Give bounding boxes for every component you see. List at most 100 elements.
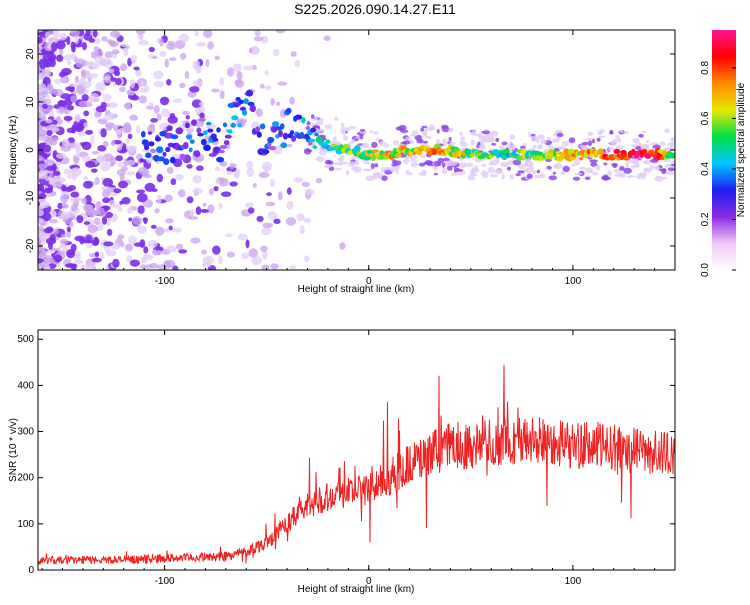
spectrogram-noise-blob (247, 207, 255, 214)
spectrogram-halo-blob (532, 144, 537, 149)
spectrogram-noise-blob (51, 119, 58, 125)
spectrogram-noise-blob (102, 177, 114, 187)
spectrogram-noise-blob (62, 187, 73, 193)
spectrogram-halo-blob (381, 175, 388, 181)
snr-x-label: Height of straight line (km) (298, 584, 415, 595)
spectrogram-noise-blob (241, 252, 249, 260)
spectrogram-noise-blob (82, 155, 91, 163)
spectrogram-halo-blob (644, 167, 648, 172)
spectrogram-noise-blob (173, 158, 183, 168)
spectrogram-halo-blob (403, 158, 410, 165)
spectrogram-noise-blob (86, 244, 93, 249)
spectrogram-halo-blob (478, 144, 486, 150)
spectrogram-halo-blob (540, 139, 547, 145)
spectrogram-ridge-cell (354, 145, 361, 152)
spectrogram-ridge-cell (216, 156, 225, 163)
spectrogram-ridge-cell (242, 109, 248, 116)
spectrogram-halo-blob (418, 172, 426, 176)
spectrogram-ridge-cell (194, 150, 201, 158)
spectrogram-noise-blob (48, 169, 54, 178)
spectrogram-ridge-cell (231, 115, 239, 121)
y-tick-label: 100 (17, 519, 34, 530)
spectrogram-halo-blob (641, 173, 646, 180)
spectrogram-noise-blob (54, 181, 62, 186)
spectrogram-noise-blob (232, 63, 242, 73)
spectrogram-halo-blob (589, 159, 598, 163)
spectrogram-halo-blob (595, 164, 601, 171)
spectrogram-ridge-cell (563, 148, 570, 155)
spectrogram-noise-blob (129, 114, 138, 121)
spectrogram-halo-blob (613, 168, 622, 174)
spectrogram-noise-blob (94, 55, 104, 63)
spectrogram-noise-blob (135, 69, 142, 77)
spectrogram-noise-blob (211, 88, 220, 93)
spectrogram-halo-blob (351, 138, 356, 144)
spectrogram-halo-blob (315, 156, 325, 162)
spectrogram-noise-blob (178, 249, 188, 254)
spectrogram-noise-blob (43, 144, 51, 153)
spectrogram-noise-blob (262, 222, 274, 229)
spectrogram-noise-blob (252, 182, 257, 188)
spectrogram-noise-blob (215, 180, 221, 185)
spectrogram-noise-blob (55, 153, 67, 159)
snr-x-ticks: -100 0 100 (41, 330, 676, 587)
spectrogram-ridge-cell (206, 121, 212, 126)
spectrogram-halo-blob (596, 137, 601, 142)
spectrogram-noise-blob (153, 80, 164, 88)
spectrogram-noise-blob (97, 145, 107, 152)
spectrogram-noise-blob (126, 255, 133, 263)
spectrogram-halo-blob (615, 145, 625, 150)
spectrogram-noise-blob (155, 246, 164, 252)
spectrogram-noise-blob (107, 68, 115, 74)
spectrogram-halo-blob (495, 137, 500, 143)
spectrogram-noise-blob (248, 248, 259, 258)
spectrogram-noise-blob (125, 138, 130, 145)
spectrogram-halo-blob (537, 143, 543, 150)
spectrogram-noise-blob (304, 188, 315, 196)
spectrogram-noise-blob (73, 253, 81, 263)
spectrogram-noise-blob (75, 145, 81, 155)
spectrogram-ridge-cell (163, 158, 170, 166)
spectrogram-halo-blob (305, 125, 311, 131)
spectrogram-noise-blob (38, 225, 44, 231)
spectrogram-noise-blob (120, 166, 128, 172)
spectrogram-y-ticks: -20 -10 0 10 20 (25, 48, 675, 253)
spectrogram-noise-blob (41, 234, 51, 239)
spectrogram-noise-blob (159, 50, 167, 58)
spectrogram-noise-blob (94, 217, 100, 226)
spectrogram-ridge-cell (325, 139, 331, 144)
spectrogram-noise-blob (138, 95, 147, 104)
spectrogram-halo-blob (627, 159, 637, 164)
spectrogram-noise-blob (155, 226, 165, 236)
spectrogram-halo-blob (524, 167, 533, 174)
spectrogram-halo-blob (340, 122, 345, 128)
spectrogram-halo-blob (342, 130, 346, 136)
spectrogram-noise-blob (83, 180, 93, 189)
spectrogram-noise-blob (66, 173, 74, 179)
spectrogram-noise-blob (103, 206, 109, 212)
spectrogram-noise-blob (38, 258, 43, 264)
spectrogram-halo-blob (436, 139, 440, 144)
spectrogram-noise-blob (301, 181, 310, 187)
spectrogram-noise-blob (108, 199, 116, 208)
spectrogram-noise-blob (177, 189, 186, 198)
spectrogram-ridge-cell (219, 145, 228, 149)
spectrogram-halo-blob (494, 169, 502, 174)
spectrogram-halo-blob (399, 130, 409, 133)
spectrogram-noise-blob (94, 177, 100, 185)
spectrogram-halo-blob (547, 137, 551, 141)
spectrogram-noise-blob (120, 242, 125, 248)
spectrogram-noise-blob (219, 77, 225, 86)
spectrogram-noise-blob (101, 36, 108, 42)
colorbar-tick-label: 0.0 (700, 263, 711, 277)
spectrogram-noise-blob (195, 65, 202, 74)
spectrogram-halo-blob (581, 141, 589, 146)
spectrogram-halo-blob (556, 132, 564, 138)
spectrogram-noise-blob (42, 103, 48, 109)
spectrogram-noise-blob (91, 150, 100, 155)
spectrogram-noise-blob (267, 211, 278, 220)
spectrogram-noise-blob (76, 215, 84, 224)
spectrogram-noise-blob (77, 131, 87, 137)
spectrogram-noise-blob (53, 30, 60, 39)
spectrogram-halo-blob (436, 129, 440, 134)
